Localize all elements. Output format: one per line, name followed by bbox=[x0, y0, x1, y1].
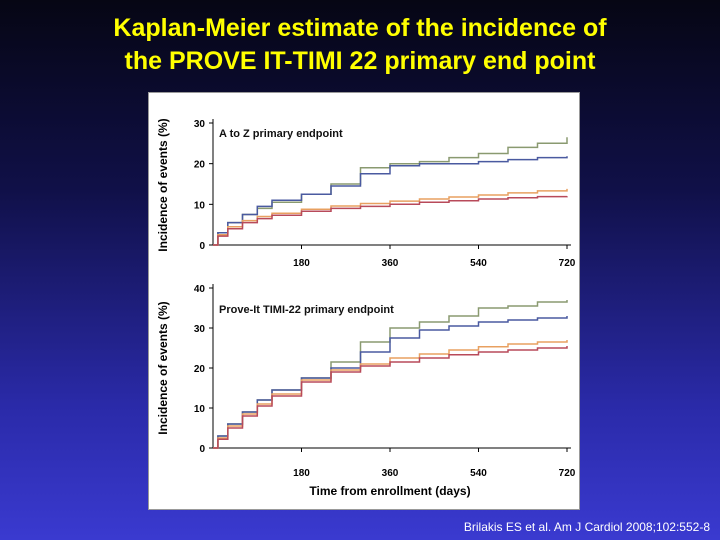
x-tick-label: 180 bbox=[293, 468, 310, 479]
km-curve-2 bbox=[213, 156, 568, 246]
y-axis-title: Incidence of events (%) bbox=[156, 301, 170, 434]
y-axis-title: Incidence of events (%) bbox=[156, 118, 170, 251]
x-axis-title: Time from enrollment (days) bbox=[309, 484, 470, 498]
x-tick-label: 360 bbox=[382, 258, 399, 269]
panel-label: A to Z primary endpoint bbox=[219, 128, 343, 140]
y-tick-label: 30 bbox=[194, 324, 206, 335]
km-figure: 0 10 20 30 180 360 540 720 A to Z primary endpoi… bbox=[148, 92, 580, 510]
x-tick-label: 360 bbox=[382, 468, 399, 479]
km-curve-4 bbox=[213, 195, 568, 246]
km-chart-svg: 0 10 20 30 180 360 540 720 A to Z primary endpoi… bbox=[156, 118, 576, 498]
y-tick-label: 20 bbox=[194, 160, 206, 171]
x-tick-label: 720 bbox=[559, 468, 576, 479]
citation: Brilakis ES et al. Am J Cardiol 2008;102… bbox=[463, 520, 710, 534]
panel-label: Prove-It TIMI-22 primary endpoint bbox=[219, 304, 394, 316]
y-tick-label: 20 bbox=[194, 364, 206, 375]
km-curve-4 bbox=[213, 346, 568, 449]
x-tick-label: 540 bbox=[470, 258, 487, 269]
km-curve-1 bbox=[213, 137, 568, 246]
x-tick-label: 180 bbox=[293, 258, 310, 269]
y-tick-label: 10 bbox=[194, 200, 206, 211]
y-tick-label: 0 bbox=[199, 241, 205, 252]
slide-title: Kaplan-Meier estimate of the incidence o… bbox=[0, 12, 720, 78]
y-tick-label: 40 bbox=[194, 284, 206, 295]
y-tick-label: 30 bbox=[194, 119, 206, 130]
title-line-1: Kaplan-Meier estimate of the incidence o… bbox=[113, 14, 607, 42]
km-curve-1 bbox=[213, 300, 568, 449]
km-curve-3 bbox=[213, 340, 568, 449]
x-tick-label: 540 bbox=[470, 468, 487, 479]
x-tick-label: 720 bbox=[559, 258, 576, 269]
y-tick-label: 0 bbox=[199, 444, 205, 455]
title-line-2: the PROVE IT-TIMI 22 primary end point bbox=[124, 47, 596, 75]
y-tick-label: 10 bbox=[194, 404, 206, 415]
